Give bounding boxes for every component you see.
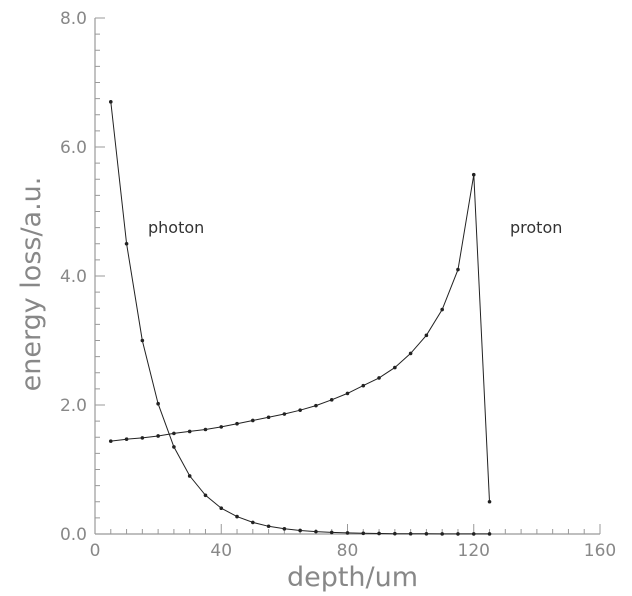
photon-point	[282, 527, 287, 531]
y-tick-label: 6.0	[60, 138, 87, 158]
proton-point	[219, 425, 224, 429]
y-tick-label: 0.0	[60, 525, 87, 545]
proton-point	[124, 437, 129, 441]
series-layer	[108, 100, 492, 536]
proton-point	[377, 376, 381, 380]
proton-point	[440, 307, 444, 312]
proton-point	[361, 383, 366, 388]
proton-point	[424, 333, 429, 338]
photon-point	[314, 529, 318, 534]
photon-point	[424, 532, 429, 536]
proton-point	[314, 403, 318, 408]
photon-point	[203, 493, 208, 498]
proton-point	[408, 351, 413, 356]
x-tick-label: 40	[210, 541, 232, 561]
series-proton	[108, 172, 492, 504]
photon-point	[440, 532, 444, 536]
proton-point	[345, 391, 350, 396]
photon-point	[187, 474, 192, 478]
proton-point	[266, 415, 271, 420]
proton-point	[156, 434, 160, 438]
series-photon	[108, 100, 492, 536]
proton-point	[393, 365, 397, 370]
proton-point	[140, 436, 145, 440]
photon-point	[140, 338, 145, 343]
axis-tick-labels: 0 40 80 120 160 0.0 2.0 4.0 6.0 8.0	[60, 9, 616, 561]
photon-point	[156, 401, 160, 406]
photon-point	[124, 241, 129, 246]
y-axis-title: energy loss/a.u.	[16, 177, 47, 392]
proton-point	[282, 412, 287, 416]
proton-point	[329, 398, 334, 402]
proton-label: proton	[510, 218, 562, 237]
proton-point	[471, 172, 476, 177]
photon-point	[471, 532, 476, 536]
photon-point	[219, 506, 224, 511]
axis-ticks	[94, 17, 601, 535]
proton-point	[251, 418, 255, 423]
proton-point	[235, 421, 239, 426]
photon-point	[377, 531, 381, 536]
x-tick-label: 80	[337, 541, 359, 561]
photon-point	[393, 531, 397, 536]
photon-label: photon	[148, 218, 204, 237]
photon-point	[456, 532, 460, 536]
x-axis-title: depth/um	[287, 562, 418, 593]
photon-point	[251, 520, 255, 525]
proton-point	[487, 499, 492, 504]
photon-point	[361, 531, 366, 536]
photon-point	[487, 532, 492, 536]
proton-point	[187, 429, 192, 434]
proton-point	[108, 439, 113, 443]
proton-point	[298, 408, 302, 412]
axes	[94, 18, 600, 535]
photon-point	[298, 528, 302, 533]
photon-point	[172, 445, 176, 449]
photon-point	[408, 531, 413, 536]
y-tick-label: 2.0	[60, 396, 87, 416]
proton-point	[203, 427, 208, 432]
x-tick-label: 160	[584, 541, 616, 561]
x-tick-label: 120	[458, 541, 490, 561]
photon-line	[110, 101, 490, 535]
photon-point	[345, 531, 350, 535]
y-tick-label: 8.0	[60, 9, 87, 29]
proton-point	[172, 431, 176, 436]
x-tick-label: 0	[90, 541, 101, 561]
photon-point	[329, 530, 334, 535]
y-tick-label: 4.0	[60, 267, 87, 287]
photon-point	[266, 524, 271, 529]
proton-point	[456, 267, 460, 272]
photon-point	[235, 514, 239, 519]
photon-point	[108, 100, 113, 104]
